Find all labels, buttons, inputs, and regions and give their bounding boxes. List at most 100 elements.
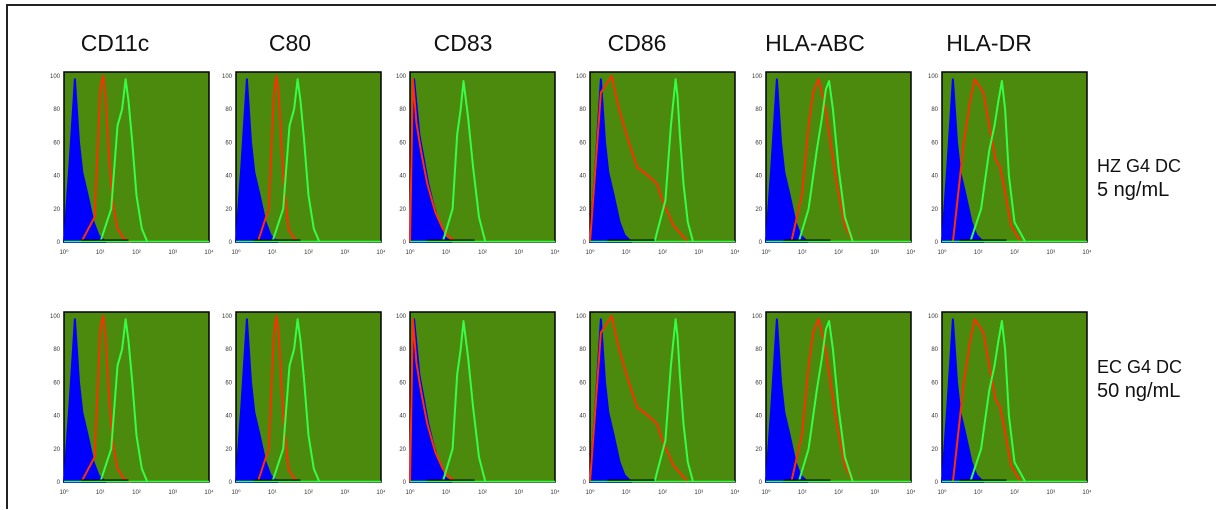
histogram-red-series: [589, 315, 689, 483]
x-tick-label: 10⁴: [204, 489, 214, 496]
histogram-red-series: [80, 315, 132, 483]
y-tick-label: 80: [399, 107, 406, 113]
y-tick-label: 40: [53, 414, 60, 420]
y-tick-label: 40: [225, 414, 232, 420]
x-tick-label: 10⁰: [937, 249, 947, 256]
x-tick-label: 10¹: [442, 490, 451, 496]
x-tick-label: 10³: [870, 490, 879, 496]
y-tick-label: 100: [50, 74, 61, 80]
y-tick-label: 40: [399, 174, 406, 180]
column-title-hla-dr: HLA-DR: [946, 30, 1032, 56]
y-tick-label: 40: [755, 174, 762, 180]
x-tick-label: 10²: [658, 250, 667, 256]
y-tick-label: 40: [931, 174, 938, 180]
histogram-green-series: [969, 80, 1027, 243]
x-tick-label: 10⁴: [1082, 249, 1092, 256]
x-tick-label: 10²: [304, 490, 313, 496]
y-tick-label: 20: [931, 447, 938, 453]
histogram-red-series: [951, 78, 1022, 243]
y-tick-label: 20: [755, 207, 762, 213]
y-tick-label: 80: [579, 107, 586, 113]
x-tick-label: 10³: [694, 250, 703, 256]
y-tick-label: 40: [579, 414, 586, 420]
histogram-panel-c80-row1: 0 20 40 60 80 100 10⁰ 10¹ 10² 10³ 10⁴: [222, 71, 386, 256]
histogram-red-series: [790, 78, 854, 243]
figure-frame: [6, 4, 1216, 509]
x-tick-label: 10⁴: [730, 249, 740, 256]
x-tick-label: 10¹: [798, 490, 807, 496]
y-tick-label: 100: [50, 314, 61, 320]
x-tick-label: 10⁴: [550, 489, 560, 496]
y-tick-label: 40: [399, 414, 406, 420]
histogram-red-series: [256, 75, 301, 243]
x-tick-label: 10⁴: [550, 249, 560, 256]
x-tick-label: 10²: [834, 490, 843, 496]
column-title-hla-abc: HLA-ABC: [765, 30, 865, 56]
x-tick-label: 10²: [304, 250, 313, 256]
histogram-green-series: [99, 318, 149, 483]
x-tick-label: 10²: [834, 250, 843, 256]
y-tick-label: 20: [225, 207, 232, 213]
y-tick-label: 20: [53, 207, 60, 213]
y-tick-label: 80: [53, 347, 60, 353]
x-tick-label: 10³: [694, 490, 703, 496]
histogram-blue-series: [941, 318, 985, 483]
y-tick-label: 60: [53, 140, 60, 146]
y-tick-label: 0: [583, 480, 587, 486]
y-tick-label: 60: [931, 380, 938, 386]
y-tick-label: 60: [931, 140, 938, 146]
y-tick-label: 80: [931, 347, 938, 353]
histogram-panel-cd83-row1: 0 20 40 60 80 100 10⁰ 10¹ 10² 10³ 10⁴: [396, 71, 560, 256]
x-tick-label: 10⁰: [59, 249, 69, 256]
x-tick-label: 10⁴: [906, 249, 916, 256]
histogram-green-series: [99, 78, 149, 243]
row-label-hz-concentration: 5 ng/mL: [1097, 179, 1170, 201]
y-tick-label: 80: [53, 107, 60, 113]
histogram-green-series: [271, 78, 321, 243]
x-tick-label: 10⁰: [405, 249, 415, 256]
x-tick-label: 10⁰: [761, 249, 771, 256]
x-tick-label: 10¹: [96, 490, 105, 496]
x-tick-label: 10¹: [798, 250, 807, 256]
y-tick-label: 80: [225, 107, 232, 113]
y-tick-label: 0: [935, 480, 939, 486]
histogram-green-series: [441, 80, 487, 243]
y-tick-label: 100: [576, 314, 587, 320]
y-tick-label: 80: [755, 347, 762, 353]
y-tick-label: 20: [399, 447, 406, 453]
y-tick-label: 0: [403, 240, 407, 246]
x-tick-label: 10⁰: [231, 249, 241, 256]
x-tick-label: 10³: [870, 250, 879, 256]
histogram-red-series: [256, 315, 301, 483]
column-title-cd86: CD86: [607, 30, 667, 56]
histogram-red-series: [951, 318, 1022, 483]
y-tick-label: 0: [229, 480, 233, 486]
y-tick-label: 100: [928, 74, 939, 80]
row-label-ec-concentration: 50 ng/mL: [1097, 380, 1181, 402]
column-title-c80: C80: [268, 30, 312, 56]
x-tick-label: 10³: [514, 490, 523, 496]
y-tick-label: 80: [755, 107, 762, 113]
x-tick-label: 10²: [478, 250, 487, 256]
x-tick-label: 10⁰: [585, 489, 595, 496]
y-tick-label: 0: [759, 480, 763, 486]
x-tick-label: 10⁰: [585, 249, 595, 256]
y-tick-label: 100: [928, 314, 939, 320]
x-tick-label: 10⁰: [761, 489, 771, 496]
y-tick-label: 20: [579, 207, 586, 213]
x-tick-label: 10²: [1010, 490, 1019, 496]
y-tick-label: 80: [931, 107, 938, 113]
y-tick-label: 100: [222, 314, 233, 320]
histogram-panel-cd11c-row1: 0 20 40 60 80 100 10⁰ 10¹ 10² 10³ 10⁴: [50, 71, 214, 256]
y-tick-label: 60: [225, 380, 232, 386]
y-tick-label: 100: [576, 74, 587, 80]
x-tick-label: 10³: [340, 490, 349, 496]
y-tick-label: 60: [579, 140, 586, 146]
x-tick-label: 10¹: [96, 250, 105, 256]
histogram-green-series: [653, 318, 695, 483]
y-tick-label: 60: [755, 380, 762, 386]
histogram-blue-series: [765, 78, 809, 243]
x-tick-label: 10⁴: [376, 489, 386, 496]
x-tick-label: 10⁴: [906, 489, 916, 496]
x-tick-label: 10⁴: [204, 249, 214, 256]
